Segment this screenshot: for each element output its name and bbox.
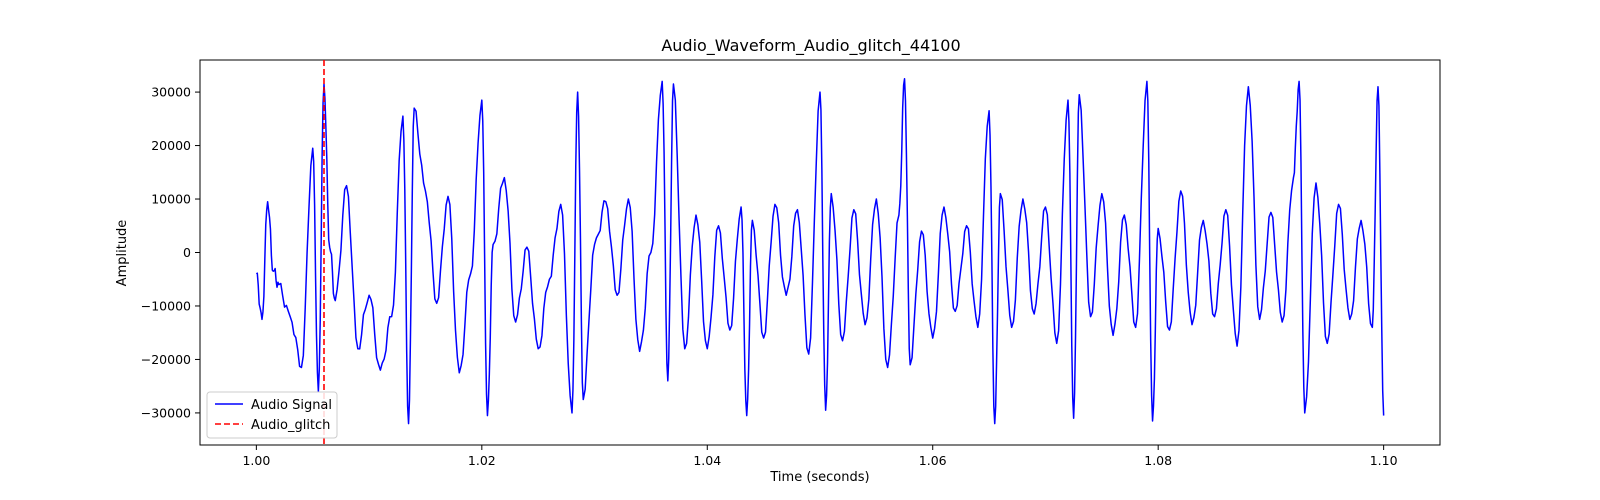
x-tick-label: 1.10: [1370, 453, 1398, 468]
x-tick-label: 1.08: [1144, 453, 1172, 468]
chart-title: Audio_Waveform_Audio_glitch_44100: [661, 36, 960, 56]
x-axis-ticks: 1.00 1.02 1.04 1.06 1.08 1.10: [242, 445, 1398, 468]
x-tick-label: 1.04: [693, 453, 721, 468]
y-tick-label: −20000: [141, 352, 191, 367]
series-layer: [255, 60, 1385, 445]
x-tick-label: 1.00: [242, 453, 270, 468]
y-axis-ticks: −30000 −20000 −10000 0 10000 20000 30000: [141, 85, 200, 420]
legend-label-audio-signal: Audio Signal: [251, 398, 332, 413]
x-tick-label: 1.02: [468, 453, 496, 468]
y-axis-label: Amplitude: [115, 220, 130, 287]
y-tick-label: 10000: [151, 192, 191, 207]
audio-signal-line: [255, 77, 1385, 425]
plot-frame: [199, 59, 1441, 446]
legend: Audio Signal Audio_glitch: [206, 391, 338, 439]
x-tick-label: 1.06: [919, 453, 947, 468]
y-tick-label: 30000: [151, 85, 191, 100]
legend-label-audio-glitch: Audio_glitch: [251, 418, 330, 433]
y-tick-label: −30000: [141, 405, 191, 420]
x-axis-label: Time (seconds): [769, 470, 869, 485]
y-tick-label: −10000: [141, 298, 191, 313]
y-tick-label: 0: [183, 245, 191, 260]
y-tick-label: 20000: [151, 138, 191, 153]
plot-area: 1.00 1.02 1.04 1.06 1.08 1.10 −30000 −20000 −10…: [141, 59, 1441, 468]
